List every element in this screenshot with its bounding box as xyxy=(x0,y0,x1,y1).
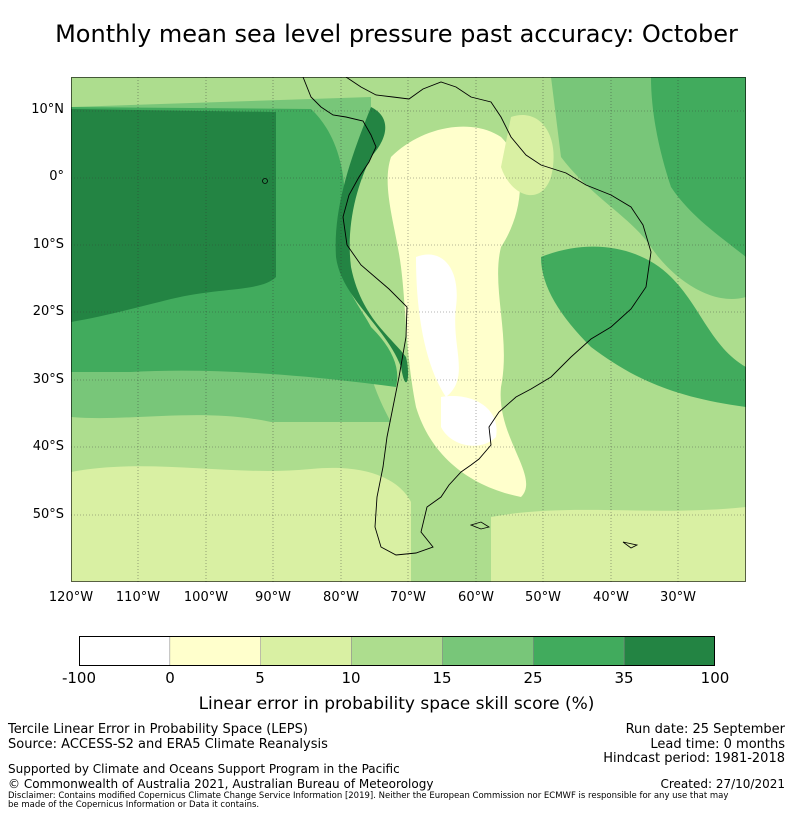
page-title: Monthly mean sea level pressure past acc… xyxy=(55,20,738,48)
colorbar-cell xyxy=(533,635,625,667)
lon-label: 80°W xyxy=(323,590,359,605)
skill-region-interior-pale xyxy=(387,126,527,497)
south-georgia xyxy=(622,541,639,549)
lead-time: Lead time: 0 months xyxy=(650,737,785,752)
colorbar-frame xyxy=(79,636,715,666)
skill-region-andes-coast xyxy=(335,107,409,383)
lon-label: 70°W xyxy=(390,590,426,605)
lon-label: 30°W xyxy=(660,590,696,605)
lon-label: 40°W xyxy=(593,590,629,605)
lat-label: 20°S xyxy=(32,304,64,319)
lon-label: 60°W xyxy=(458,590,494,605)
colorbar-tick: 35 xyxy=(614,669,634,687)
colorbar-cell xyxy=(78,635,171,667)
colorbar-cell xyxy=(169,635,261,667)
skill-region-pacific-dark xyxy=(71,109,276,322)
footer-source: Source: ACCESS-S2 and ERA5 Climate Reana… xyxy=(8,737,328,752)
map-frame xyxy=(71,77,746,582)
colorbar-tick: 5 xyxy=(255,669,265,687)
lat-label: 0° xyxy=(49,169,64,184)
graticule xyxy=(71,77,746,582)
lat-label: 10°N xyxy=(31,102,64,117)
lat-label: 10°S xyxy=(32,237,64,252)
skill-region-north-pale xyxy=(501,115,554,196)
colorbar-label: Linear error in probability space skill … xyxy=(198,694,595,714)
coastline xyxy=(302,77,652,556)
footer-method: Tercile Linear Error in Probability Spac… xyxy=(8,722,308,737)
lon-label: 90°W xyxy=(255,590,291,605)
skill-map xyxy=(71,77,746,582)
lon-label: 50°W xyxy=(525,590,561,605)
galapagos xyxy=(262,178,268,184)
colorbar-tick: 100 xyxy=(700,669,730,687)
footer-support: Supported by Climate and Oceans Support … xyxy=(8,762,400,776)
lat-label: 40°S xyxy=(32,439,64,454)
colorbar-cell xyxy=(260,635,352,667)
colorbar-canvas xyxy=(78,635,716,667)
falklands xyxy=(469,521,491,530)
footer-copyright: © Commonwealth of Australia 2021, Austra… xyxy=(8,777,434,791)
colorbar-cell xyxy=(351,635,443,667)
lon-label: 110°W xyxy=(115,590,161,605)
skill-region-south-pacific xyxy=(71,466,411,582)
run-date: Run date: 25 September xyxy=(625,722,785,737)
hindcast-period: Hindcast period: 1981-2018 xyxy=(603,751,785,766)
colorbar xyxy=(78,635,716,667)
created-date: Created: 27/10/2021 xyxy=(660,777,785,791)
lat-label: 30°S xyxy=(32,372,64,387)
skill-region-altiplano-white xyxy=(416,254,459,397)
colorbar-tick: 0 xyxy=(165,669,175,687)
lon-label: 120°W xyxy=(48,590,94,605)
skill-region-north-atlantic-green xyxy=(651,77,746,257)
colorbar-tick: 15 xyxy=(432,669,452,687)
skill-map-canvas xyxy=(71,77,746,582)
colorbar-tick: 10 xyxy=(341,669,361,687)
skill-region-brazil-green xyxy=(541,246,746,407)
colorbar-cell xyxy=(623,635,716,667)
footer-disclaimer-1: Disclaimer: Contains modified Copernicus… xyxy=(8,791,729,801)
lat-label: 50°S xyxy=(32,507,64,522)
skill-region-pampas-white xyxy=(441,396,497,446)
colorbar-tick: -100 xyxy=(61,669,97,687)
footer-disclaimer-2: be made of the Copernicus Information or… xyxy=(8,800,260,810)
skill-region-south-atlantic xyxy=(491,507,746,582)
colorbar-cell xyxy=(442,635,534,667)
colorbar-tick: 25 xyxy=(523,669,543,687)
lon-label: 100°W xyxy=(183,590,229,605)
